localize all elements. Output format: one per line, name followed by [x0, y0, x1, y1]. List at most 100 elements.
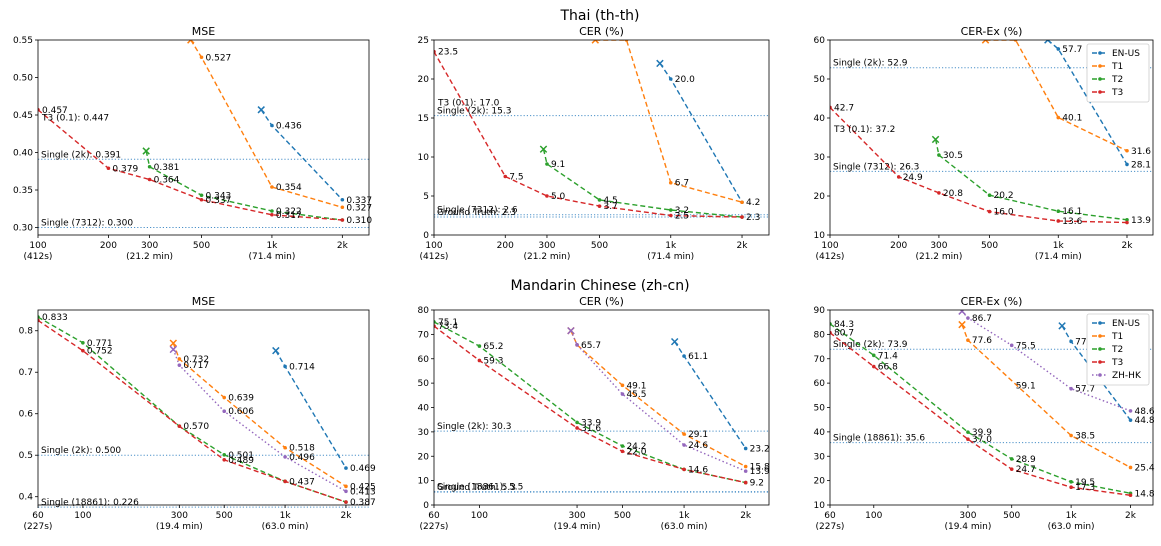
legend-label: T2: [1111, 345, 1123, 355]
legend-marker: [1098, 51, 1102, 55]
annotation: T3 (0.1): 0.447: [41, 113, 109, 123]
data-label: 24.2: [626, 442, 646, 452]
data-label: 65.2: [483, 342, 503, 352]
data-point: [1069, 480, 1073, 484]
data-point: [222, 395, 227, 400]
data-point: [81, 348, 85, 353]
data-point: [177, 424, 182, 428]
data-label: 22.0: [626, 447, 646, 457]
data-point: [1125, 148, 1129, 153]
reference-label: Single (2k): 73.9: [833, 340, 908, 350]
data-label: 23.5: [438, 48, 458, 58]
data-point: [147, 164, 152, 169]
data-label: 0.518: [289, 444, 315, 454]
data-label: 14.8: [1135, 489, 1155, 499]
data-label: 84.3: [834, 320, 854, 330]
y-tick-label: 0.8: [19, 327, 34, 337]
y-tick-label: 80: [418, 306, 430, 316]
data-point: [38, 315, 40, 319]
data-point: [668, 213, 673, 218]
panel-title: MSE: [192, 295, 215, 308]
data-label: 0.496: [289, 453, 315, 463]
legend: EN-US T1 T2 T3: [1086, 43, 1150, 103]
data-point: [147, 177, 152, 182]
x-tick-sublabel: (21.2 min): [524, 252, 571, 262]
data-label: 13.9: [750, 467, 770, 477]
x-tick-sublabel: (63.0 min): [262, 522, 309, 532]
data-point: [1056, 47, 1061, 51]
data-label: 39.9: [972, 428, 992, 438]
x-tick-label: 60: [428, 511, 440, 521]
reference-label: Single (7312): 2.6: [437, 206, 518, 216]
annotation: T3 (0.1): 37.2: [833, 125, 895, 135]
legend: EN-US T1 T2 T3 ZH-HK: [1086, 313, 1150, 386]
data-point: [1125, 217, 1129, 222]
data-point: [966, 437, 970, 441]
data-point: [503, 174, 508, 179]
x-tick-sublabel: (71.4 min): [1035, 252, 1082, 262]
data-point: [620, 449, 625, 454]
series-line: [595, 40, 743, 203]
x-tick-label: 300: [538, 241, 555, 251]
data-label: 4.5: [603, 196, 617, 206]
start-marker: [1044, 40, 1052, 44]
start-marker: [169, 345, 178, 354]
y-tick-label: 0.5: [19, 451, 33, 461]
data-label: 86.7: [972, 314, 992, 324]
legend-box: [1086, 313, 1150, 386]
series-line: [434, 325, 746, 484]
data-point: [199, 193, 204, 198]
data-label: 16.0: [994, 208, 1014, 218]
data-label: 0.381: [154, 163, 180, 173]
data-point: [682, 443, 686, 447]
y-tick-label: 90: [814, 306, 826, 316]
data-point: [340, 197, 345, 202]
series-line: [38, 316, 347, 503]
legend-marker: [1098, 334, 1102, 338]
data-label: 15.8: [750, 462, 770, 472]
axes-frame: [433, 309, 770, 506]
data-label: 6.7: [675, 179, 689, 189]
data-point: [1125, 220, 1129, 225]
data-point: [575, 343, 579, 347]
data-point: [668, 180, 673, 185]
data-point: [177, 363, 182, 367]
series-line: [38, 109, 343, 221]
data-label: 45.5: [626, 390, 646, 400]
panel-title: CER-Ex (%): [961, 295, 1023, 308]
x-tick-label: 100: [74, 511, 91, 521]
y-tick-label: 50: [418, 379, 430, 389]
data-point: [624, 40, 629, 42]
data-label: 14.6: [688, 465, 708, 475]
data-label: 0.489: [228, 456, 254, 466]
legend-label: ZH-HK: [1112, 371, 1142, 381]
axes-frame: [37, 39, 370, 236]
axes-frame: [433, 39, 770, 236]
data-point: [668, 77, 673, 81]
data-point: [830, 330, 832, 335]
panel-title: CER (%): [579, 295, 624, 308]
y-tick-label: 0.55: [13, 36, 33, 46]
x-tick-label: 2k: [340, 511, 352, 521]
y-tick-label: 50: [814, 75, 826, 85]
data-label: 75.5: [1016, 341, 1036, 351]
data-label: 0.354: [276, 183, 302, 193]
start-marker: [981, 40, 990, 44]
y-tick-label: 40: [814, 428, 826, 438]
start-marker: [272, 346, 280, 355]
legend-label: T3: [1111, 358, 1123, 368]
x-tick-label: 100: [865, 511, 882, 521]
axes-frame: [829, 39, 1154, 236]
x-tick-sublabel: (412s): [420, 252, 449, 262]
legend-marker: [1098, 77, 1102, 81]
start-marker: [1058, 322, 1066, 330]
data-point: [966, 430, 970, 434]
data-point: [477, 358, 482, 363]
y-tick-label: 10: [814, 231, 826, 241]
y-tick-label: 20: [418, 452, 430, 462]
data-label: 73.4: [438, 322, 458, 332]
data-point: [1056, 115, 1061, 120]
legend-label: T2: [1111, 75, 1123, 85]
y-tick-label: 30: [814, 153, 826, 163]
series-line: [38, 319, 347, 503]
